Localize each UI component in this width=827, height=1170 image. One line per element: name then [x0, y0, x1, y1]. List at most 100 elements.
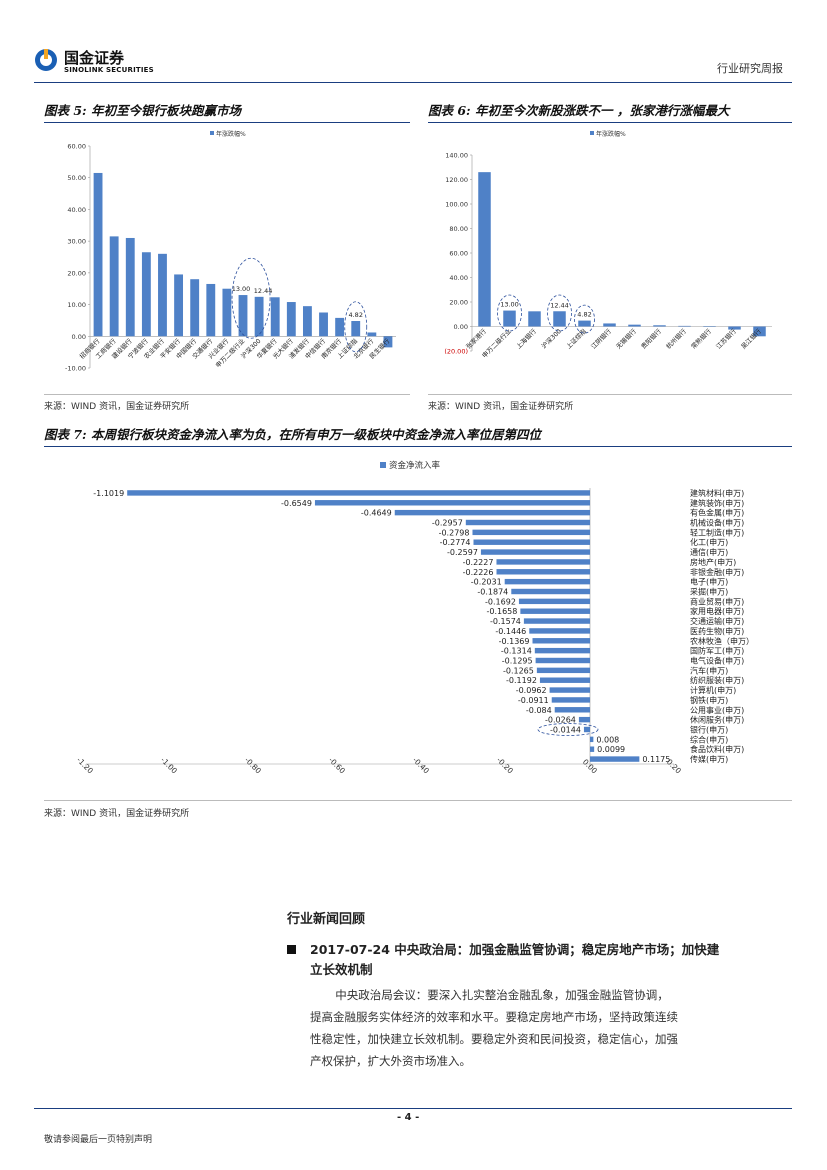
fig5-chart: 年涨跌幅% 60.00 50.00 40.00 30.00 20.00 10.00 0.00 -…	[65, 130, 396, 373]
bar	[534, 647, 590, 654]
y-tick-label: 电气设备(申万)	[690, 656, 744, 666]
footer-disclaimer: 敬请参阅最后一页特别声明	[44, 1135, 153, 1145]
sinolink-logo-icon	[35, 49, 57, 71]
x-tick-label: 无锡银行	[614, 326, 639, 351]
y-tick-label: 房地产(申万)	[690, 557, 736, 567]
bar	[539, 677, 590, 683]
bar	[206, 283, 216, 337]
y-tick-label: 80.00	[449, 225, 468, 233]
bar	[578, 716, 590, 723]
highlight-ellipse	[574, 304, 595, 334]
data-label: -0.4649	[361, 509, 392, 518]
y-tick-label: 20.00	[449, 299, 468, 307]
y-tick-label: 0.00	[72, 333, 86, 341]
data-label: -0.1265	[503, 666, 534, 675]
news-body-line1: 中央政治局会议：要深入扎实整治金融乱象，加强金融监管协调，	[335, 988, 669, 1002]
news-body-line3: 性稳定性，加快建立长效机制。要稳定外资和民间投资，稳定信心，加强	[310, 1032, 678, 1046]
data-label: -1.1019	[93, 489, 124, 498]
fig6-title-line	[428, 122, 792, 123]
page-number: - 4 -	[397, 1112, 420, 1123]
bar	[504, 578, 590, 585]
data-label: -0.2226	[463, 568, 494, 577]
bar	[127, 490, 591, 496]
legend-label: 资金净流入率	[389, 460, 441, 471]
fig7-title: 图表 7: 本周银行板块资金净流入率为负，在所有申万一级板块中资金净流入率位居第…	[44, 427, 542, 442]
fig7-source: 来源：WIND 资讯，国金证券研究所	[44, 809, 190, 819]
data-label: -0.1574	[490, 617, 521, 626]
x-tick-label: 上证综指	[564, 326, 589, 351]
bar	[590, 736, 594, 743]
legend-label: 年涨跌幅%	[596, 130, 626, 138]
x-tick-label: 贵阳银行	[639, 326, 664, 351]
bar	[383, 336, 393, 348]
bar	[753, 326, 766, 337]
bar	[590, 746, 595, 752]
bullet-square-icon	[287, 945, 296, 954]
y-tick-label: 非银金融(申万)	[690, 567, 744, 577]
highlight-ellipse	[537, 723, 599, 736]
y-tick-label: 银行(申万)	[690, 725, 728, 735]
y-tick-label: 化工(申万)	[690, 537, 728, 547]
y-tick-label: 轻工制造(申万)	[690, 527, 744, 537]
y-tick-label: 医药生物(申万)	[690, 626, 744, 636]
legend-label: 年涨跌幅%	[216, 130, 246, 138]
legend-swatch	[380, 462, 386, 468]
x-tick-label: 沪深300	[539, 327, 563, 351]
x-tick-label: 常熟银行	[689, 326, 714, 351]
bar	[496, 559, 590, 565]
fig7-bottom-line	[44, 800, 792, 801]
data-label: -0.1692	[485, 597, 516, 606]
data-label: -0.2798	[439, 528, 470, 537]
fig6-source: 来源：WIND 资讯，国金证券研究所	[428, 402, 574, 412]
y-tick-label: 商业贸易(申万)	[690, 596, 744, 606]
header-divider	[34, 82, 792, 83]
y-tick-label: 汽车(申万)	[690, 665, 728, 675]
bar	[302, 306, 312, 337]
bar	[590, 756, 640, 762]
y-tick-label: 国防军工(申万)	[690, 646, 744, 656]
fig5-source: 来源：WIND 资讯，国金证券研究所	[44, 402, 190, 412]
data-label: 13.00	[500, 301, 519, 309]
bar	[532, 638, 590, 644]
data-label: 0.0099	[597, 745, 625, 754]
bar	[528, 311, 541, 327]
x-tick-label: -1.00	[159, 755, 179, 775]
bar	[335, 317, 345, 337]
bar	[578, 320, 591, 327]
y-tick-label: 休闲服务(申万)	[690, 715, 744, 725]
bar	[394, 509, 590, 516]
bar	[703, 326, 716, 327]
data-label: 13.00	[232, 285, 251, 293]
x-tick-label: -0.60	[327, 755, 347, 775]
fig6-bottom-line	[428, 394, 792, 395]
news-item-title-line1: 2017-07-24 中央政治局：加强金融监管协调；稳定房地产市场；加快建	[310, 942, 720, 957]
legend-swatch	[210, 131, 214, 135]
data-label: 0.008	[596, 735, 619, 744]
y-tick-label: 农林牧渔（申万）	[690, 636, 754, 646]
y-tick-label: 公用事业(申万)	[690, 705, 744, 715]
y-tick-label: 20.00	[67, 269, 86, 277]
bar	[496, 569, 590, 575]
logo-text-en: SINOLINK SECURITIES	[64, 66, 154, 74]
bar	[535, 657, 590, 664]
y-tick-label: (20.00)	[444, 348, 468, 356]
company-logo	[34, 46, 154, 78]
bar	[314, 500, 590, 506]
bar	[554, 707, 590, 713]
bar	[728, 326, 741, 330]
data-label: -0.0144	[550, 726, 581, 735]
bar	[158, 253, 167, 337]
y-tick-label: 采掘(申万)	[690, 587, 728, 597]
y-tick-label: 100.00	[445, 201, 468, 209]
y-tick-label: 60.00	[449, 250, 468, 258]
data-label: -0.0911	[518, 696, 549, 705]
fig7-title-line	[44, 446, 792, 447]
bar	[503, 310, 516, 327]
data-label: -0.0264	[545, 716, 576, 725]
data-label: 12.44	[550, 301, 569, 309]
bar	[472, 529, 590, 536]
bar	[511, 588, 590, 595]
bar	[319, 312, 328, 337]
data-label: -0.1658	[486, 607, 517, 616]
legend-swatch	[590, 131, 594, 135]
